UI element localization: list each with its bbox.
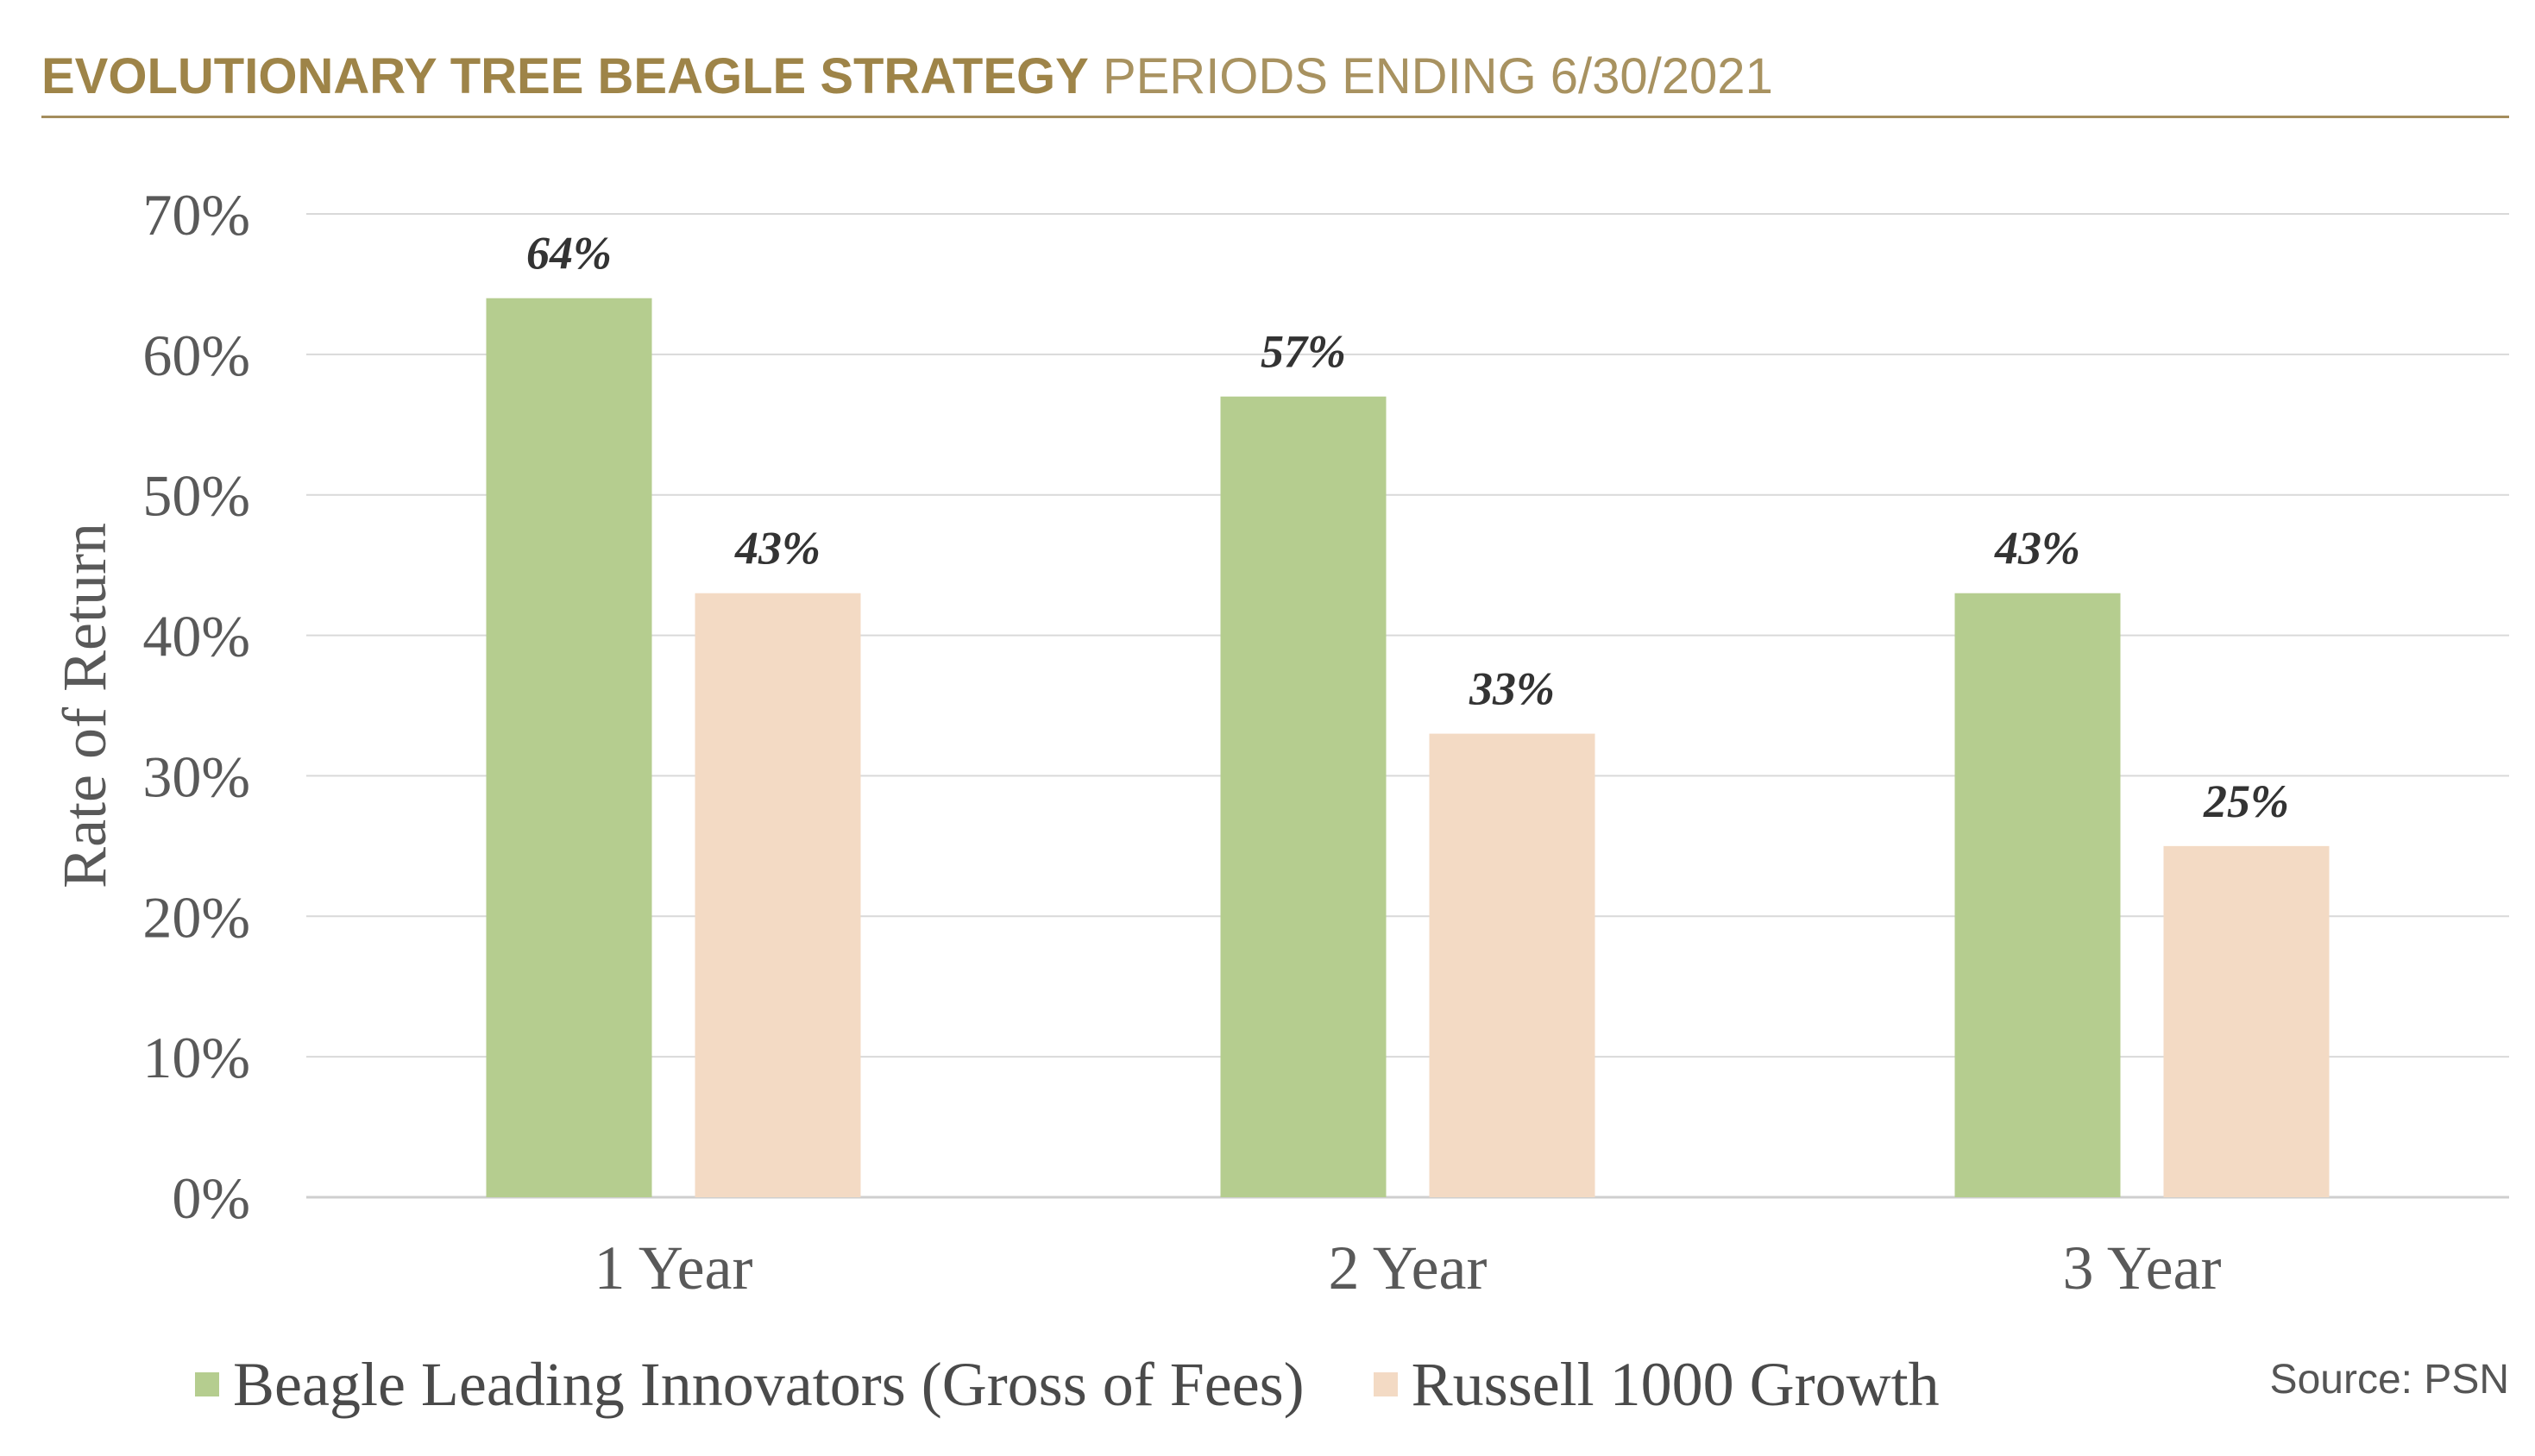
source-note: Source: PSN bbox=[2269, 1357, 2509, 1403]
bar-russell bbox=[2163, 845, 2330, 1197]
bar-beagle bbox=[1220, 396, 1387, 1197]
title-period: PERIODS ENDING 6/30/2021 bbox=[1102, 48, 1773, 104]
data-label: 64% bbox=[526, 228, 612, 279]
y-tick-label: 10% bbox=[142, 1025, 250, 1090]
y-tick-label: 60% bbox=[142, 323, 250, 388]
bar-russell bbox=[695, 593, 861, 1197]
bar-russell bbox=[1429, 733, 1595, 1197]
legend-item-beagle: Beagle Leading Innovators (Gross of Fees… bbox=[195, 1349, 1305, 1421]
legend-label-beagle: Beagle Leading Innovators (Gross of Fees… bbox=[233, 1349, 1305, 1419]
data-label: 43% bbox=[734, 523, 821, 574]
x-tick-label: 2 Year bbox=[1328, 1233, 1487, 1302]
legend-swatch-russell bbox=[1373, 1372, 1398, 1396]
chart-legend: Beagle Leading Innovators (Gross of Fees… bbox=[195, 1346, 2009, 1423]
x-tick-label: 1 Year bbox=[594, 1233, 752, 1302]
data-label: 25% bbox=[2203, 775, 2289, 827]
chart-title: EVOLUTIONARY TREE BEAGLE STRATEGY PERIOD… bbox=[41, 47, 1773, 107]
bar-chart: 0% 10% 20% 30% 40% 50% 60% 70% Rate of Return 64%… bbox=[50, 182, 2509, 1302]
y-tick-label: 20% bbox=[142, 884, 250, 950]
data-label: 57% bbox=[1261, 326, 1346, 378]
y-tick-label: 30% bbox=[142, 744, 250, 809]
y-axis-title: Rate of Return bbox=[50, 523, 119, 888]
legend-label-russell: Russell 1000 Growth bbox=[1411, 1349, 1940, 1419]
y-tick-label: 0% bbox=[172, 1165, 250, 1231]
title-strategy: EVOLUTIONARY TREE BEAGLE STRATEGY bbox=[41, 48, 1089, 104]
bar-beagle bbox=[1954, 593, 2121, 1197]
chart-header: EVOLUTIONARY TREE BEAGLE STRATEGY PERIOD… bbox=[41, 38, 2509, 118]
data-label: 33% bbox=[1469, 663, 1555, 715]
data-label: 43% bbox=[1994, 523, 2080, 574]
y-tick-label: 50% bbox=[142, 463, 250, 529]
bar-beagle bbox=[486, 298, 652, 1197]
legend-item-russell: Russell 1000 Growth bbox=[1373, 1349, 1940, 1421]
y-tick-label: 70% bbox=[142, 182, 250, 248]
x-tick-label: 3 Year bbox=[2062, 1233, 2221, 1302]
legend-swatch-beagle bbox=[195, 1372, 219, 1396]
y-tick-label: 40% bbox=[142, 604, 250, 669]
